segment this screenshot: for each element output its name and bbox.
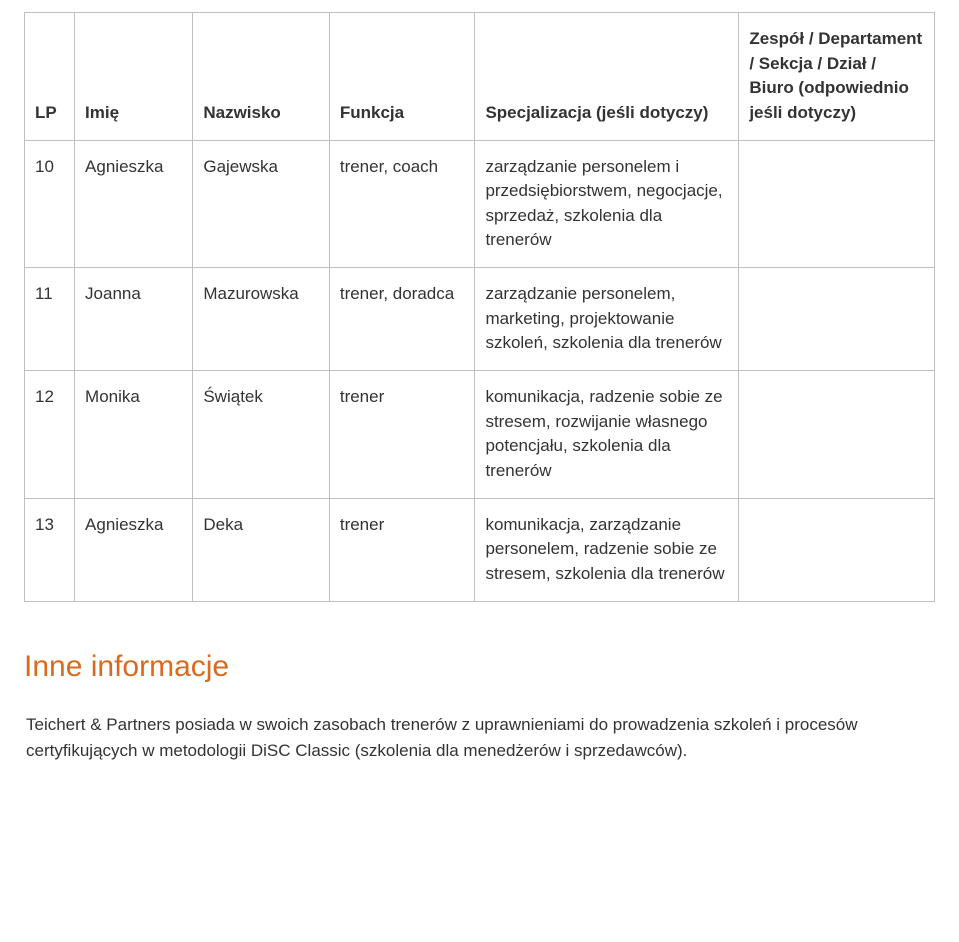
cell-funkcja: trener <box>329 498 475 601</box>
other-info-paragraph: Teichert & Partners posiada w swoich zas… <box>24 712 935 765</box>
col-zespol: Zespół / Departament / Sekcja / Dział / … <box>739 13 935 141</box>
cell-funkcja: trener, doradca <box>329 268 475 371</box>
cell-zespol <box>739 371 935 499</box>
cell-spec: zarządzanie personelem i przedsiębiorstw… <box>475 140 739 268</box>
col-spec: Specjalizacja (jeśli dotyczy) <box>475 13 739 141</box>
cell-spec: komunikacja, radzenie sobie ze stresem, … <box>475 371 739 499</box>
cell-imie: Monika <box>75 371 193 499</box>
cell-zespol <box>739 268 935 371</box>
cell-imie: Joanna <box>75 268 193 371</box>
cell-zespol <box>739 140 935 268</box>
table-row: 11 Joanna Mazurowska trener, doradca zar… <box>25 268 935 371</box>
cell-lp: 13 <box>25 498 75 601</box>
cell-funkcja: trener <box>329 371 475 499</box>
table-row: 13 Agnieszka Deka trener komunikacja, za… <box>25 498 935 601</box>
col-funkcja: Funkcja <box>329 13 475 141</box>
cell-zespol <box>739 498 935 601</box>
cell-spec: zarządzanie personelem, marketing, proje… <box>475 268 739 371</box>
cell-nazwisko: Deka <box>193 498 330 601</box>
cell-nazwisko: Gajewska <box>193 140 330 268</box>
cell-spec: komunikacja, zarządzanie personelem, rad… <box>475 498 739 601</box>
cell-nazwisko: Świątek <box>193 371 330 499</box>
cell-funkcja: trener, coach <box>329 140 475 268</box>
cell-imie: Agnieszka <box>75 140 193 268</box>
table-header-row: LP Imię Nazwisko Funkcja Specjalizacja (… <box>25 13 935 141</box>
table-row: 12 Monika Świątek trener komunikacja, ra… <box>25 371 935 499</box>
col-lp: LP <box>25 13 75 141</box>
table-row: 10 Agnieszka Gajewska trener, coach zarz… <box>25 140 935 268</box>
col-imie: Imię <box>75 13 193 141</box>
cell-lp: 11 <box>25 268 75 371</box>
cell-lp: 12 <box>25 371 75 499</box>
cell-lp: 10 <box>25 140 75 268</box>
cell-imie: Agnieszka <box>75 498 193 601</box>
trainers-table: LP Imię Nazwisko Funkcja Specjalizacja (… <box>24 12 935 602</box>
cell-nazwisko: Mazurowska <box>193 268 330 371</box>
section-title-other-info: Inne informacje <box>24 650 935 684</box>
col-nazwisko: Nazwisko <box>193 13 330 141</box>
